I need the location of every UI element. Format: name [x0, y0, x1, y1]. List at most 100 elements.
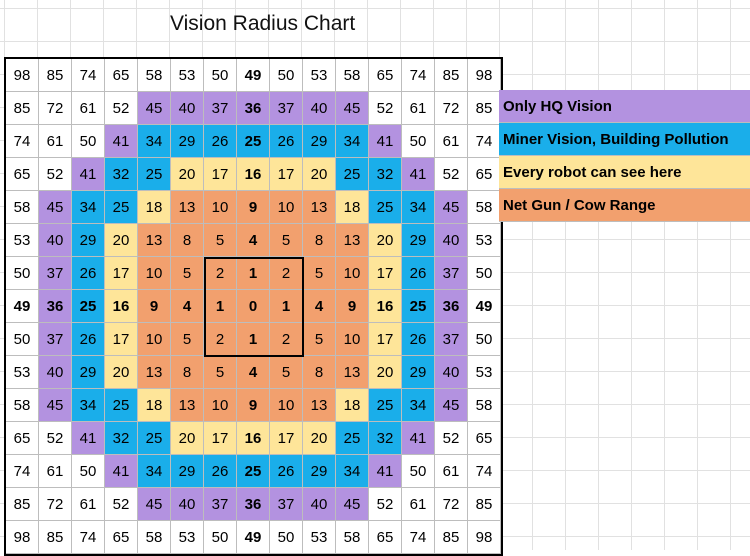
grid-cell[interactable]: 10	[336, 257, 369, 290]
grid-cell[interactable]: 65	[6, 158, 39, 191]
grid-cell[interactable]: 45	[39, 191, 72, 224]
grid-cell[interactable]: 25	[369, 389, 402, 422]
grid-cell[interactable]: 5	[171, 323, 204, 356]
grid-cell[interactable]: 85	[468, 488, 501, 521]
grid-cell[interactable]: 58	[138, 521, 171, 554]
grid-cell[interactable]: 85	[39, 521, 72, 554]
grid-cell[interactable]: 85	[39, 59, 72, 92]
grid-cell[interactable]: 74	[402, 59, 435, 92]
grid-cell[interactable]: 49	[237, 59, 270, 92]
grid-cell[interactable]: 72	[39, 488, 72, 521]
grid-cell[interactable]: 74	[6, 455, 39, 488]
grid-cell[interactable]: 4	[237, 356, 270, 389]
grid-cell[interactable]: 8	[303, 356, 336, 389]
grid-cell[interactable]: 85	[435, 59, 468, 92]
grid-cell[interactable]: 53	[468, 224, 501, 257]
grid-cell[interactable]: 53	[6, 356, 39, 389]
grid-cell[interactable]: 29	[402, 356, 435, 389]
grid-cell[interactable]: 61	[72, 488, 105, 521]
grid-cell[interactable]: 13	[336, 224, 369, 257]
grid-cell[interactable]: 20	[369, 224, 402, 257]
grid-cell[interactable]: 5	[171, 257, 204, 290]
grid-cell[interactable]: 53	[303, 521, 336, 554]
grid-cell[interactable]: 61	[39, 455, 72, 488]
grid-cell[interactable]: 8	[171, 224, 204, 257]
grid-cell[interactable]: 58	[468, 191, 501, 224]
grid-cell[interactable]: 4	[237, 224, 270, 257]
grid-cell[interactable]: 41	[369, 455, 402, 488]
grid-cell[interactable]: 45	[435, 389, 468, 422]
grid-cell[interactable]: 40	[171, 488, 204, 521]
grid-cell[interactable]: 65	[468, 422, 501, 455]
grid-cell[interactable]: 29	[303, 125, 336, 158]
grid-cell[interactable]: 5	[204, 356, 237, 389]
grid-cell[interactable]: 25	[369, 191, 402, 224]
grid-cell[interactable]: 18	[336, 191, 369, 224]
grid-cell[interactable]: 36	[435, 290, 468, 323]
grid-cell[interactable]: 13	[336, 356, 369, 389]
grid-cell[interactable]: 45	[39, 389, 72, 422]
grid-cell[interactable]: 49	[6, 290, 39, 323]
grid-cell[interactable]: 13	[303, 389, 336, 422]
grid-cell[interactable]: 10	[336, 323, 369, 356]
grid-cell[interactable]: 32	[105, 422, 138, 455]
grid-cell[interactable]: 29	[402, 224, 435, 257]
grid-cell[interactable]: 72	[435, 488, 468, 521]
grid-cell[interactable]: 37	[204, 92, 237, 125]
grid-cell[interactable]: 5	[204, 224, 237, 257]
grid-cell[interactable]: 34	[72, 389, 105, 422]
grid-cell[interactable]: 18	[336, 389, 369, 422]
grid-cell[interactable]: 10	[138, 257, 171, 290]
grid-cell[interactable]: 61	[435, 455, 468, 488]
grid-cell[interactable]: 10	[270, 191, 303, 224]
grid-cell[interactable]: 17	[369, 323, 402, 356]
grid-cell[interactable]: 58	[6, 389, 39, 422]
grid-cell[interactable]: 17	[105, 257, 138, 290]
grid-cell[interactable]: 50	[402, 455, 435, 488]
grid-cell[interactable]: 16	[237, 158, 270, 191]
grid-cell[interactable]: 16	[369, 290, 402, 323]
grid-cell[interactable]: 37	[39, 323, 72, 356]
grid-cell[interactable]: 45	[138, 92, 171, 125]
grid-cell[interactable]: 40	[303, 488, 336, 521]
grid-cell[interactable]: 49	[468, 290, 501, 323]
grid-cell[interactable]: 49	[237, 521, 270, 554]
grid-cell[interactable]: 34	[402, 191, 435, 224]
grid-cell[interactable]: 72	[39, 92, 72, 125]
grid-cell[interactable]: 53	[303, 59, 336, 92]
grid-cell[interactable]: 20	[303, 422, 336, 455]
grid-cell[interactable]: 20	[171, 422, 204, 455]
grid-cell[interactable]: 13	[171, 389, 204, 422]
grid-cell[interactable]: 50	[270, 521, 303, 554]
grid-cell[interactable]: 52	[105, 488, 138, 521]
grid-cell[interactable]: 25	[237, 125, 270, 158]
grid-cell[interactable]: 41	[72, 422, 105, 455]
grid-cell[interactable]: 16	[105, 290, 138, 323]
grid-cell[interactable]: 5	[303, 257, 336, 290]
grid-cell[interactable]: 41	[369, 125, 402, 158]
grid-cell[interactable]: 53	[171, 59, 204, 92]
grid-cell[interactable]: 10	[138, 323, 171, 356]
grid-cell[interactable]: 2	[204, 257, 237, 290]
grid-cell[interactable]: 50	[402, 125, 435, 158]
grid-cell[interactable]: 37	[435, 257, 468, 290]
grid-cell[interactable]: 13	[138, 224, 171, 257]
grid-cell[interactable]: 32	[369, 422, 402, 455]
grid-cell[interactable]: 50	[468, 323, 501, 356]
grid-cell[interactable]: 61	[402, 488, 435, 521]
grid-cell[interactable]: 37	[39, 257, 72, 290]
grid-cell[interactable]: 50	[270, 59, 303, 92]
grid-cell[interactable]: 20	[369, 356, 402, 389]
grid-cell[interactable]: 37	[270, 488, 303, 521]
grid-cell[interactable]: 13	[171, 191, 204, 224]
grid-cell[interactable]: 41	[72, 158, 105, 191]
grid-cell[interactable]: 25	[105, 389, 138, 422]
grid-cell[interactable]: 1	[204, 290, 237, 323]
grid-cell[interactable]: 45	[336, 488, 369, 521]
grid-cell[interactable]: 5	[303, 323, 336, 356]
grid-cell[interactable]: 1	[237, 323, 270, 356]
grid-cell[interactable]: 50	[72, 455, 105, 488]
grid-cell[interactable]: 53	[171, 521, 204, 554]
grid-cell[interactable]: 2	[270, 257, 303, 290]
grid-cell[interactable]: 85	[6, 488, 39, 521]
